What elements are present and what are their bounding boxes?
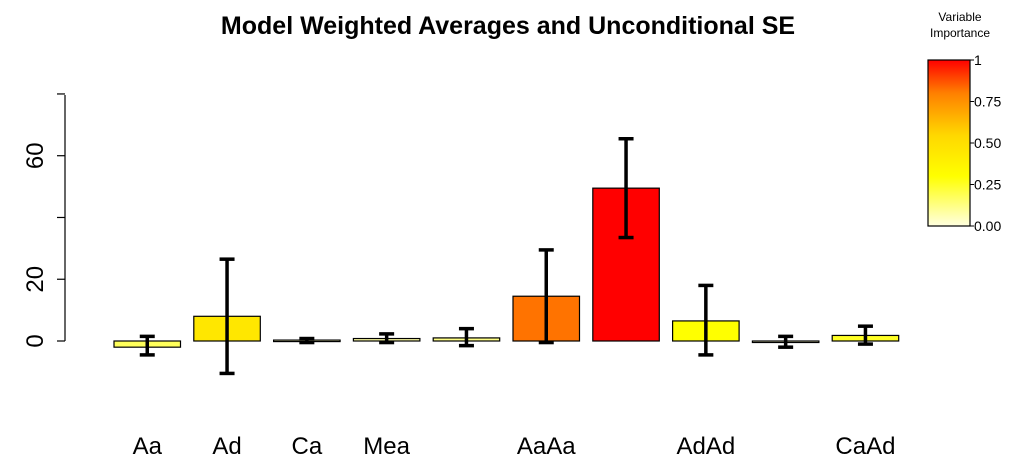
x-tick-label-adad: AdAd: [676, 433, 735, 460]
bars: [113, 187, 900, 348]
y-tick-label: 0: [22, 334, 49, 347]
error-bar-aaad: [618, 136, 634, 240]
x-tick-label-ca: Ca: [292, 433, 323, 460]
error-bar-daa: [458, 326, 474, 348]
x-tick-label-aa: Aa: [133, 433, 163, 460]
legend-title-line1: Variable: [938, 10, 981, 24]
legend-tick-label: 1: [974, 52, 982, 68]
error-bar-adad: [698, 283, 714, 357]
error-bar-ad: [219, 257, 235, 376]
y-ticks: 0 20 60: [22, 93, 65, 348]
legend-tick-label: 0.25: [974, 177, 1001, 193]
x-labels: Aa Ad Ca Mea AaAa AdAd CaAd: [133, 433, 896, 460]
legend: Variable Importance 0.00 0.25 0.50 0.75 1: [927, 10, 1001, 234]
y-tick-label: 60: [22, 142, 49, 169]
x-tick-label-aaaa: AaAa: [517, 433, 576, 460]
legend-tick-label: 0.00: [974, 218, 1001, 234]
y-tick-label: 20: [22, 266, 49, 293]
error-bar-aa: [139, 334, 155, 357]
legend-title-line2: Importance: [930, 26, 990, 40]
x-tick-label-ad: Ad: [212, 433, 241, 460]
x-tick-label-caad: CaAd: [835, 433, 895, 460]
error-bar-aaaa: [538, 248, 554, 345]
error-bar-caad: [857, 324, 873, 346]
legend-color-scale: [927, 59, 971, 227]
error-bar-caaa: [778, 334, 794, 349]
error-bars: [139, 136, 873, 376]
error-bar-ca: [299, 336, 315, 345]
legend-tick-label: 0.75: [974, 94, 1001, 110]
chart-title: Model Weighted Averages and Unconditiona…: [221, 12, 795, 40]
legend-ticks: 0.00 0.25 0.50 0.75 1: [970, 52, 1001, 234]
x-tick-label-mea: Mea: [363, 433, 410, 460]
y-axis: 0 20 60: [22, 93, 66, 348]
error-bar-mea: [379, 332, 395, 345]
legend-tick-label: 0.50: [974, 135, 1001, 151]
